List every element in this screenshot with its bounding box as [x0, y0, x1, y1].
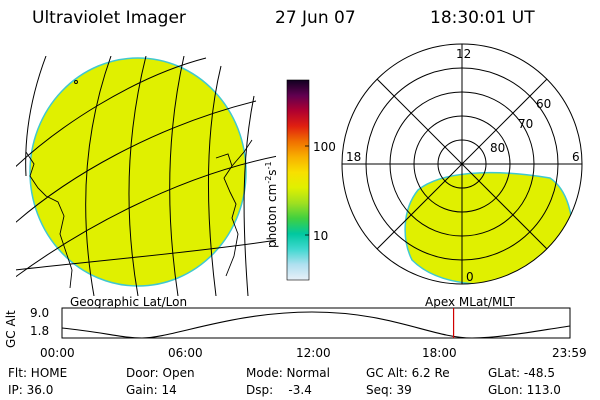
mlt-label-6: 6: [572, 150, 580, 164]
orbit-ytick-high: 9.0: [30, 306, 50, 320]
color-scale-gradient: [286, 79, 310, 281]
geographic-panel-label: Geographic Lat/Lon: [70, 295, 188, 309]
aurora-image-disk: [29, 57, 247, 287]
magnetic-polar-panel: 12 18 6 0 60 70 80: [341, 43, 583, 285]
status-gc-alt: GC Alt: 6.2 Re: [366, 366, 450, 380]
geographic-grid: [16, 56, 276, 296]
mlt-label-12: 12: [456, 47, 471, 61]
mlt-label-0: 0: [466, 270, 474, 284]
mlat-label-70: 70: [518, 117, 533, 131]
magnetic-panel-label: Apex MLat/MLT: [425, 295, 515, 309]
mlat-label-80: 80: [490, 141, 505, 155]
status-ip: IP: 36.0: [8, 383, 54, 397]
status-mode: Mode: Normal: [246, 366, 330, 380]
status-door: Door: Open: [126, 366, 195, 380]
status-flight: Flt: HOME: [8, 366, 68, 380]
orbit-altitude-plot: [61, 307, 571, 339]
color-scale-bar: [286, 79, 310, 281]
orbit-xtick-1200: 12:00: [296, 346, 331, 360]
orbit-xtick-2359: 23:59: [552, 346, 587, 360]
orbit-axis-title: GC Alt: [4, 310, 18, 348]
status-glon: GLon: 113.0: [488, 383, 561, 397]
status-dsp: Dsp: -3.4: [246, 383, 312, 397]
instrument-title: Ultraviolet Imager: [32, 8, 186, 28]
orbit-plot-frame: [61, 307, 571, 339]
orbit-xtick-1800: 18:00: [422, 346, 457, 360]
colorbar-tick-100: 100: [313, 140, 336, 154]
colorbar-unit-label: photon cm-2s-1: [264, 161, 279, 248]
geographic-image-panel: [16, 56, 276, 296]
orbit-xtick-0600: 06:00: [168, 346, 203, 360]
date-label: 27 Jun 07: [275, 8, 356, 28]
colorbar-tick-10: 10: [313, 229, 329, 243]
mlat-label-60: 60: [536, 97, 551, 111]
status-glat: GLat: -48.5: [488, 366, 555, 380]
orbit-ytick-low: 1.8: [30, 324, 50, 338]
status-seq: Seq: 39: [366, 383, 412, 397]
mlt-label-18: 18: [346, 150, 361, 164]
orbit-altitude-curve: [61, 311, 571, 339]
polar-grid: [341, 43, 583, 285]
time-label: 18:30:01 UT: [430, 8, 535, 28]
orbit-xtick-0000: 00:00: [40, 346, 75, 360]
status-gain: Gain: 14: [126, 383, 177, 397]
coastlines: [25, 80, 253, 289]
